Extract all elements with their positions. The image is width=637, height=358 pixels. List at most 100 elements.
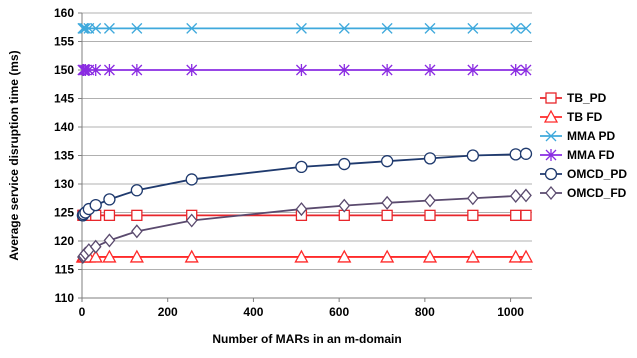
data-point <box>131 209 143 222</box>
x-tick-label: 600 <box>329 305 349 319</box>
axes: 110 115 120 125 130 135 140 145 150 155 160 0 200 400… <box>54 6 532 319</box>
data-point <box>103 209 116 222</box>
y-tick-label: 155 <box>54 35 74 49</box>
data-point <box>424 209 436 222</box>
data-point <box>338 157 351 171</box>
data-point <box>102 249 117 263</box>
data-point <box>89 239 102 254</box>
legend-entry: TB_PD <box>540 91 607 105</box>
legend-entry: MMA PD <box>540 129 616 143</box>
data-point <box>129 249 144 263</box>
data-point <box>337 249 352 263</box>
data-point <box>510 209 522 222</box>
data-point <box>338 22 350 34</box>
data-point <box>185 213 198 228</box>
data-point <box>508 249 523 263</box>
data-point <box>103 233 116 248</box>
data-point <box>338 64 350 76</box>
series-mma-pd <box>77 22 532 34</box>
legend-marker <box>545 185 557 201</box>
data-point <box>510 22 522 34</box>
data-point <box>103 64 115 76</box>
data-point <box>78 64 90 76</box>
data-point <box>424 193 436 208</box>
series-group <box>75 22 534 264</box>
data-point <box>520 188 532 203</box>
data-point <box>520 64 532 76</box>
legend-entry: OMCD_FD <box>540 185 627 201</box>
data-point <box>295 160 308 174</box>
y-tick-label: 125 <box>54 206 74 220</box>
legend: TB_PD TB FD MMA PD MMA FD OMCD_PD OMCD_FD <box>540 91 627 201</box>
data-point <box>381 209 393 222</box>
legend-marker <box>545 130 557 142</box>
data-point <box>294 249 309 263</box>
series-mma-fd <box>77 64 532 76</box>
y-tick-label: 110 <box>55 291 75 305</box>
data-point <box>103 22 115 34</box>
data-point <box>90 22 102 34</box>
data-point <box>510 64 522 76</box>
data-point <box>130 184 144 197</box>
data-point <box>295 22 307 34</box>
data-point <box>509 188 522 203</box>
data-point <box>295 64 307 76</box>
legend-marker <box>545 149 557 161</box>
legend-label: MMA PD <box>567 129 616 143</box>
data-point <box>467 191 479 206</box>
x-tick-label: 400 <box>243 305 263 319</box>
data-point <box>467 209 479 222</box>
series-omcd-fd <box>77 188 532 264</box>
data-point <box>381 64 393 76</box>
data-point <box>467 64 479 76</box>
y-tick-label: 120 <box>54 234 74 248</box>
legend-entry: MMA FD <box>540 148 615 162</box>
data-point <box>131 64 143 76</box>
legend-label: OMCD_PD <box>567 167 627 181</box>
data-point <box>509 148 522 161</box>
legend-marker <box>544 167 558 181</box>
legend-label: OMCD_FD <box>567 186 627 200</box>
series-omcd-pd <box>76 147 533 222</box>
data-point <box>424 64 436 76</box>
data-point <box>467 22 479 34</box>
data-point <box>184 249 199 263</box>
y-tick-label: 160 <box>54 6 74 20</box>
data-point <box>186 22 198 34</box>
data-point <box>381 22 393 34</box>
data-point <box>422 249 438 263</box>
y-axis-title: Average service disruption time (ms) <box>7 50 21 260</box>
data-point <box>424 22 436 34</box>
data-point <box>381 195 393 210</box>
data-point <box>89 198 102 212</box>
legend-label: MMA FD <box>567 148 615 162</box>
series-line <box>82 194 527 258</box>
data-point <box>518 249 534 263</box>
data-point <box>88 249 103 263</box>
data-point <box>520 22 532 34</box>
legend-label: TB FD <box>567 110 603 124</box>
data-point <box>103 193 116 206</box>
series-tb-fd <box>75 249 534 263</box>
data-point <box>90 64 102 76</box>
data-point <box>423 152 437 165</box>
grid-lines <box>82 12 532 270</box>
data-point <box>79 22 91 34</box>
legend-entry: OMCD_PD <box>540 167 627 181</box>
data-point <box>186 64 198 76</box>
data-point <box>185 173 198 186</box>
x-tick-label: 0 <box>79 305 86 319</box>
data-point <box>380 249 395 263</box>
x-axis-title: Number of MARs in an m-domain <box>212 332 401 346</box>
x-tick-label: 1000 <box>497 305 524 319</box>
y-tick-label: 140 <box>54 120 74 134</box>
data-point <box>131 224 143 239</box>
y-tick-label: 145 <box>54 92 74 106</box>
data-point <box>295 202 308 217</box>
data-point <box>520 209 532 222</box>
y-tick-label: 150 <box>54 63 74 77</box>
data-point <box>466 149 480 162</box>
legend-marker <box>543 109 559 123</box>
